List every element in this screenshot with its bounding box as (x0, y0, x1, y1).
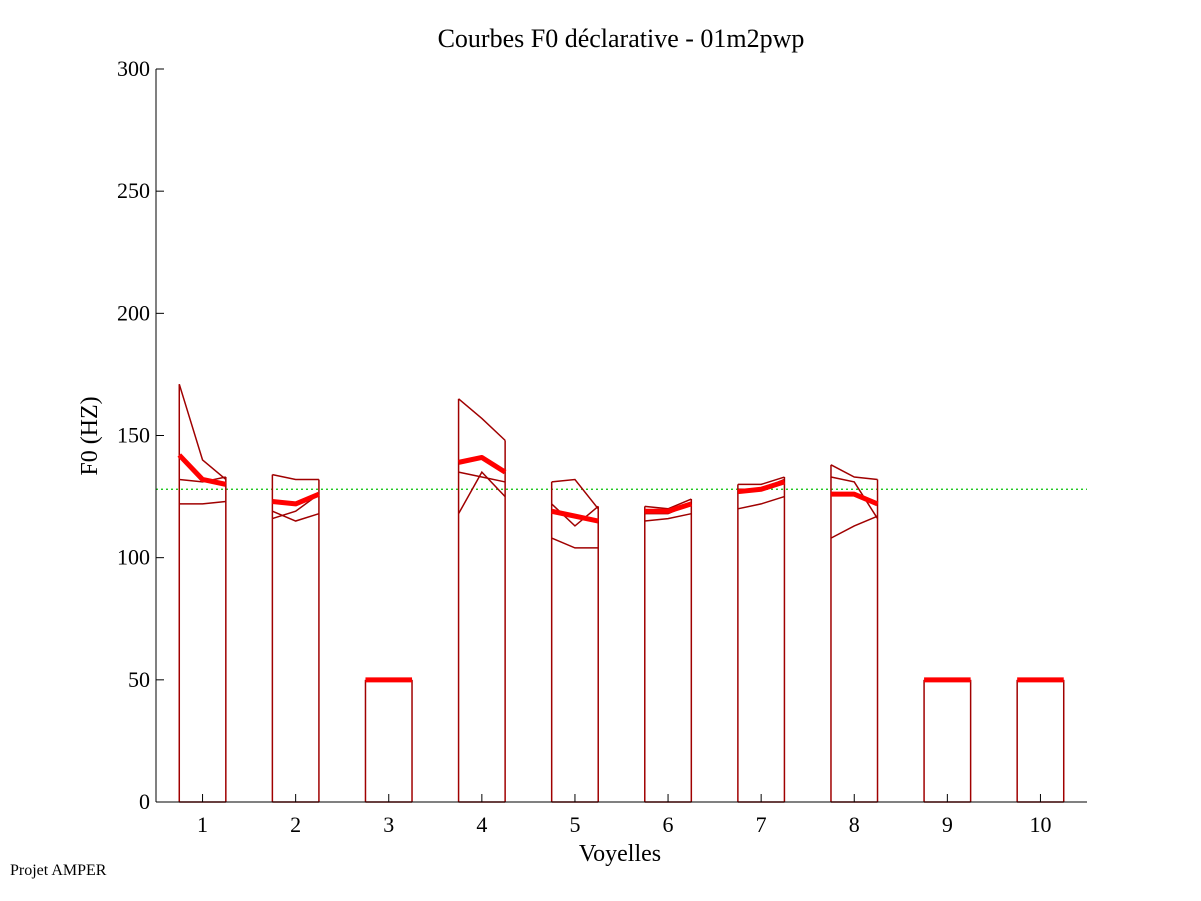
y-axis-label: F0 (HZ) (77, 396, 103, 475)
x-tick-label-8: 8 (849, 812, 860, 837)
vowel-group-4 (457, 398, 507, 803)
f0-curve-5-2 (551, 537, 599, 549)
y-tick-label-0: 0 (139, 789, 150, 814)
f0-curve-4-2 (458, 471, 506, 483)
f0-curve-7-2 (737, 495, 785, 510)
x-tick-label-9: 9 (942, 812, 953, 837)
f0-curve-8-3 (830, 515, 878, 539)
mean-curve-6 (644, 501, 693, 514)
chart-title: Courbes F0 déclarative - 01m2pwp (438, 24, 805, 53)
mean-curve-4 (458, 454, 507, 475)
vowel-group-10 (1016, 677, 1065, 803)
f0-curve-4-1 (458, 398, 506, 441)
f0-curve-8-2 (830, 476, 879, 519)
f0-curve-5-1 (551, 478, 599, 510)
f0-curve-1-3 (179, 500, 226, 505)
f0-curve-7-1 (737, 476, 785, 486)
footer-credit: Projet AMPER (10, 862, 107, 879)
f0-curve-2-1 (272, 473, 319, 481)
vowel-group-8 (830, 464, 879, 803)
y-tick-label-300: 300 (117, 56, 150, 81)
x-tick-label-1: 1 (197, 812, 208, 837)
vowel-group-2 (271, 473, 320, 803)
mean-curve-7 (737, 479, 786, 495)
x-tick-label-6: 6 (663, 812, 674, 837)
f0-curve-2-2 (272, 510, 320, 522)
mean-curve-2 (272, 491, 320, 507)
x-tick-label-2: 2 (290, 812, 301, 837)
vowel-group-9 (923, 677, 972, 803)
x-axis-label: Voyelles (579, 841, 661, 867)
y-tick-label-250: 250 (117, 178, 150, 203)
f0-curve-1-1 (178, 383, 227, 481)
y-tick-label-50: 50 (128, 667, 150, 692)
vowel-group-6 (644, 498, 693, 803)
y-tick-label-100: 100 (117, 545, 150, 570)
vowel-group-5 (550, 478, 599, 803)
axes: 0 50 100 150 200 250 300 1 2 3 4 5 6 7 8 9 10 (117, 56, 1087, 837)
f0-curve-6-2 (644, 512, 692, 522)
x-tick-label-4: 4 (476, 812, 487, 837)
mean-curve-8 (830, 491, 879, 507)
mean-curve-5 (551, 508, 599, 524)
mean-curve-1 (177, 453, 227, 487)
y-tick-label-200: 200 (117, 300, 150, 325)
x-tick-label-3: 3 (383, 812, 394, 837)
vowel-group-3 (364, 677, 413, 803)
plot-area (156, 383, 1087, 803)
f0-curve-4-3 (457, 470, 506, 515)
x-tick-label-5: 5 (569, 812, 580, 837)
vowel-group-7 (737, 476, 786, 803)
x-tick-label-7: 7 (756, 812, 767, 837)
f0-curve-8-1 (830, 464, 878, 481)
x-tick-label-10: 10 (1029, 812, 1051, 837)
y-tick-label-150: 150 (117, 423, 150, 448)
vowel-group-1 (177, 383, 227, 803)
